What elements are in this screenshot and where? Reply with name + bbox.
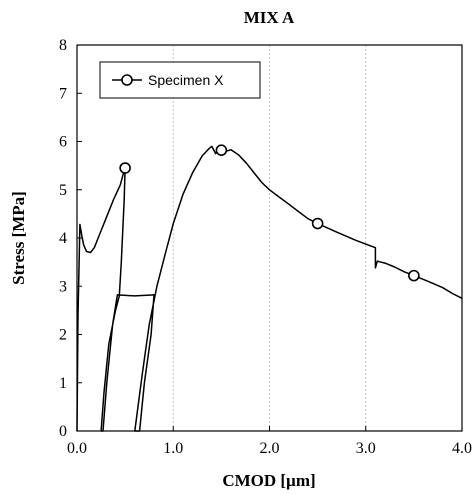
data-point-marker [119, 162, 131, 174]
data-point-marker [408, 269, 420, 282]
tick-layer: 0.0 1.0 2.0 3.0 4.0 0 1 2 3 4 5 6 7 8 [59, 37, 472, 457]
grid-layer [172, 45, 367, 431]
y-tick-label: 7 [59, 85, 67, 102]
y-tick-label: 1 [59, 375, 67, 392]
x-axis-label: CMOD [µm] [222, 471, 315, 490]
y-tick-label: 8 [59, 37, 67, 54]
x-tick-label: 0.0 [67, 440, 87, 457]
y-tick-label: 2 [59, 327, 67, 344]
series-line-specimen-x [76, 145, 463, 432]
data-point-marker [311, 217, 324, 230]
x-tick-label: 4.0 [452, 440, 472, 457]
y-tick-label: 0 [59, 423, 67, 440]
legend: Specimen X [99, 61, 261, 99]
chart-title: MIX A [244, 8, 295, 27]
y-axis-label: Stress [MPa] [9, 191, 28, 285]
legend-label: Specimen X [148, 72, 224, 88]
data-point-marker [215, 144, 228, 156]
y-tick-label: 4 [59, 230, 67, 247]
series-layer [76, 144, 463, 432]
x-tick-label: 3.0 [356, 440, 376, 457]
x-tick-label: 2.0 [260, 440, 280, 457]
x-tick-label: 1.0 [163, 440, 183, 457]
y-tick-label: 5 [59, 182, 67, 199]
y-tick-label: 3 [59, 278, 67, 295]
y-tick-label: 6 [59, 134, 67, 151]
legend-marker [121, 74, 133, 86]
